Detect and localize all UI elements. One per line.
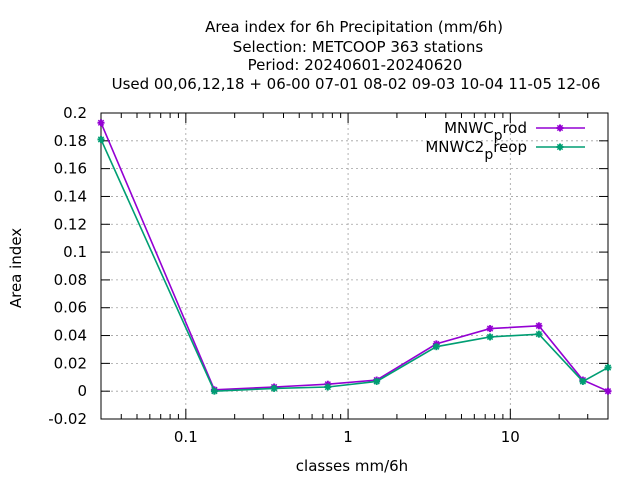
legend-marker: [556, 124, 564, 132]
title-line-4: Used 00,06,12,18 + 06-00 07-01 08-02 09-…: [112, 75, 601, 93]
y-tick-label: 0.14: [54, 187, 87, 205]
marker-d2: [535, 330, 543, 338]
x-tick-label: 10: [501, 428, 520, 446]
marker-d2: [556, 124, 564, 132]
legend-label: MNWC2preop: [425, 138, 527, 163]
series-line: [100, 139, 609, 393]
x-tick-label: 1: [343, 428, 353, 446]
marker-d2: [604, 388, 612, 395]
marker-d2: [535, 322, 543, 329]
y-tick-label: 0.18: [54, 132, 87, 150]
data-point: [373, 377, 381, 385]
plot-frame: [100, 112, 609, 420]
y-tick-label: 0.02: [54, 354, 87, 372]
data-point: [210, 387, 218, 395]
y-tick-label: 0.2: [63, 104, 87, 122]
y-tick-label: -0.02: [48, 410, 87, 428]
legend-entry: MNWCprod: [444, 119, 585, 144]
title-line-2: Selection: METCOOP 363 stations: [233, 38, 484, 56]
data-point: [579, 377, 587, 385]
y-tick-label: 0.04: [54, 327, 87, 345]
grid: [101, 113, 608, 419]
marker-d2: [604, 364, 612, 371]
marker-d2: [433, 343, 440, 350]
marker-d2: [373, 378, 380, 385]
chart-title: Area index for 6h Precipitation (mm/6h) …: [112, 18, 601, 93]
y-tick-label: 0.08: [54, 271, 87, 289]
x-tick-label: 0.1: [174, 428, 198, 446]
series-line: [100, 122, 609, 392]
title-line-3: Period: 20240601-20240620: [248, 56, 463, 74]
series-MNWC2_preop: [97, 135, 612, 395]
data-point: [97, 119, 105, 127]
data-point: [486, 325, 494, 333]
marker-d2: [486, 325, 494, 332]
data-point: [432, 343, 440, 351]
y-tick-label: 0: [77, 382, 87, 400]
x-axis-label: classes mm/6h: [296, 457, 408, 475]
marker-d2: [556, 143, 564, 151]
data-point: [604, 364, 612, 372]
marker-d2: [270, 385, 278, 392]
marker-d2: [97, 136, 105, 143]
series-layer: [97, 119, 612, 395]
marker-d2: [211, 388, 218, 395]
legend-marker: [556, 143, 564, 151]
marker-d2: [486, 333, 494, 341]
axes: -0.02 0 0.02 0.04 0.06 0.08 0.1 0.12 0.14 0.16 0.1…: [48, 104, 609, 446]
data-point: [604, 387, 612, 395]
legend-entry: MNWC2preop: [425, 138, 585, 163]
series-MNWC_prod: [97, 119, 612, 395]
legend-label: MNWCprod: [444, 119, 527, 144]
data-point: [535, 330, 543, 338]
data-point: [97, 135, 105, 143]
y-axis-label: Area index: [7, 228, 25, 308]
title-line-1: Area index for 6h Precipitation (mm/6h): [205, 18, 503, 36]
y-tick-label: 0.1: [63, 243, 87, 261]
data-point: [486, 333, 494, 341]
y-tick-label: 0.16: [54, 160, 87, 178]
marker-d2: [324, 383, 331, 391]
marker-d2: [579, 378, 587, 385]
data-point: [535, 322, 543, 330]
y-tick-label: 0.12: [54, 215, 87, 233]
data-point: [324, 383, 332, 391]
marker-d2: [97, 119, 105, 126]
y-tick-label: 0.06: [54, 299, 87, 317]
data-point: [270, 384, 278, 392]
